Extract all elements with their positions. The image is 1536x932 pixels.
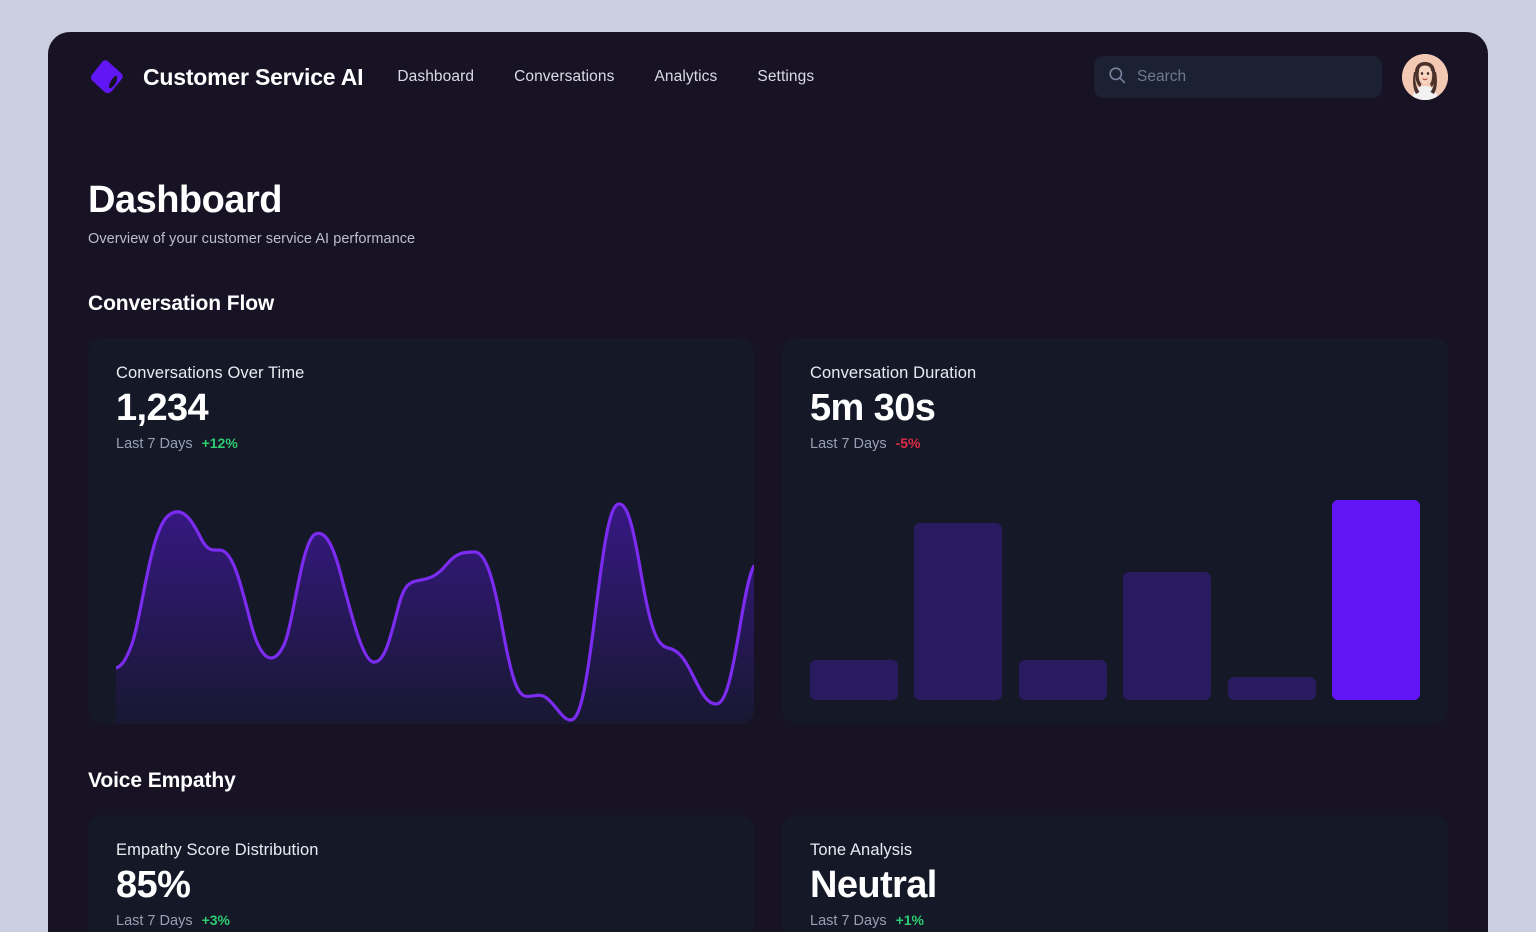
user-avatar[interactable] [1402,54,1448,100]
meta-delta: +1% [895,911,924,928]
topbar-right [1094,54,1448,100]
nav-item-dashboard[interactable]: Dashboard [397,68,475,85]
meta-period: Last 7 Days [810,912,887,929]
card-meta: Last 7 Days +3% [116,912,726,929]
section-title-voice-empathy: Voice Empathy [88,768,236,792]
card-meta: Last 7 Days -5% [810,435,1420,452]
nav-item-analytics[interactable]: Analytics [654,68,718,85]
nav-item-settings[interactable]: Settings [757,68,815,85]
meta-period: Last 7 Days [116,435,193,452]
search-box[interactable] [1094,56,1382,98]
card-label: Conversations Over Time [116,363,305,382]
card-value: 1,234 [116,386,209,429]
card-label: Tone Analysis [810,840,913,859]
page-content: Dashboard Overview of your customer serv… [48,179,1488,932]
card-value: 5m 30s [810,386,936,429]
brand[interactable]: Customer Service AI [88,58,364,96]
meta-delta: +3% [201,911,230,928]
meta-delta: -5% [895,434,921,451]
card-tone-analysis[interactable]: Tone Analysis Neutral Last 7 Days +1% [782,814,1448,932]
bar [914,523,1003,700]
card-conversations-over-time[interactable]: Conversations Over Time 1,234 Last 7 Day… [88,337,754,724]
bar [810,659,898,700]
card-value: Neutral [810,863,937,906]
card-conversation-duration[interactable]: Conversation Duration 5m 30s Last 7 Days… [782,337,1448,724]
nav-item-conversations[interactable]: Conversations [514,68,615,85]
voice-empathy-cards: Empathy Score Distribution 85% Last 7 Da… [88,814,1448,932]
meta-period: Last 7 Days [116,912,193,929]
bar [1018,659,1107,700]
page-title: Dashboard [88,179,282,221]
main-nav: Dashboard Conversations Analytics Settin… [397,68,814,86]
search-icon [1108,66,1126,89]
conversation-duration-chart [810,490,1420,700]
page-subtitle: Overview of your customer service AI per… [88,230,416,247]
meta-period: Last 7 Days [810,435,887,452]
app-window: Customer Service AI Dashboard Conversati… [48,32,1488,932]
brand-name: Customer Service AI [143,63,364,90]
area-fill [116,503,754,724]
diamond-logo-icon [88,58,126,96]
line-stroke [116,502,754,722]
meta-delta: +12% [201,434,238,451]
conversation-flow-cards: Conversations Over Time 1,234 Last 7 Day… [88,337,1448,724]
search-input[interactable] [1137,68,1368,86]
card-empathy-score-distribution[interactable]: Empathy Score Distribution 85% Last 7 Da… [88,814,754,932]
card-label: Conversation Duration [810,363,977,382]
card-value: 85% [116,863,191,906]
section-title-conversation-flow: Conversation Flow [88,291,275,315]
top-navigation-bar: Customer Service AI Dashboard Conversati… [48,32,1488,122]
card-meta: Last 7 Days +12% [116,435,726,452]
bar-highlighted [1331,500,1420,700]
card-meta: Last 7 Days +1% [810,912,1420,929]
card-label: Empathy Score Distribution [116,840,319,859]
bar [1227,676,1316,700]
conversations-over-time-chart [116,468,754,724]
bar [1123,571,1212,700]
